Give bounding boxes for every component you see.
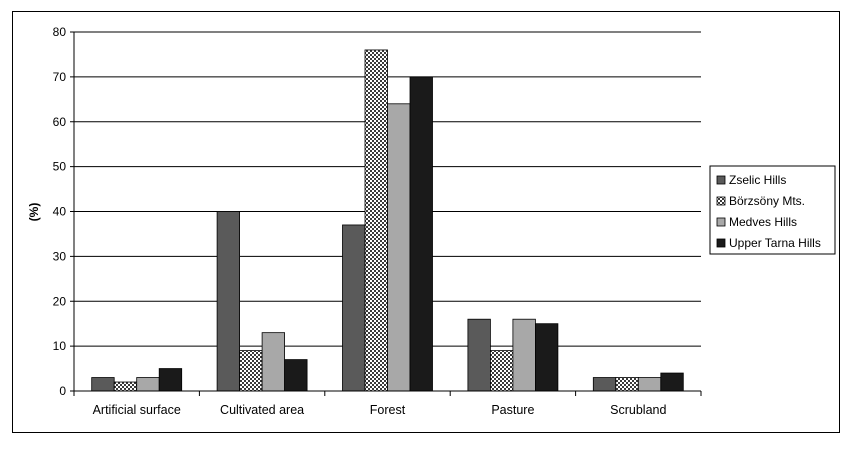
y-tick-label: 70 bbox=[53, 70, 67, 84]
y-tick-label: 40 bbox=[53, 205, 67, 219]
bar-medves-hills-artificial-surface bbox=[136, 377, 160, 392]
y-tick-label: 20 bbox=[53, 294, 67, 308]
bar-upper-tarna-hills-cultivated-area bbox=[284, 359, 308, 392]
legend-label: Börzsöny Mts. bbox=[729, 194, 805, 208]
legend-label: Medves Hills bbox=[729, 215, 797, 229]
y-axis-label: (%) bbox=[27, 203, 41, 222]
legend-swatch bbox=[716, 196, 726, 206]
bar-medves-hills-cultivated-area bbox=[261, 332, 286, 392]
bar-zselic-hills-scrubland bbox=[592, 377, 617, 392]
bars bbox=[91, 49, 684, 392]
x-tick-label: Artificial surface bbox=[93, 403, 181, 417]
y-tick-label: 0 bbox=[59, 384, 66, 398]
bar-zselic-hills-artificial-surface bbox=[91, 377, 115, 392]
bar-b-rzs-ny-mts--forest bbox=[364, 49, 388, 392]
x-tick-label: Scrubland bbox=[610, 403, 666, 417]
legend-swatch bbox=[716, 175, 726, 185]
bar-upper-tarna-hills-forest bbox=[409, 76, 433, 392]
legend-swatch bbox=[716, 217, 726, 227]
bar-medves-hills-scrubland bbox=[637, 377, 662, 392]
legend-swatch bbox=[716, 238, 726, 248]
bar-b-rzs-ny-mts--cultivated-area bbox=[239, 350, 263, 392]
legend-label: Zselic Hills bbox=[729, 173, 786, 187]
bar-b-rzs-ny-mts--scrubland bbox=[615, 377, 639, 392]
bar-zselic-hills-forest bbox=[342, 224, 366, 392]
bar-medves-hills-forest bbox=[387, 103, 411, 392]
bar-zselic-hills-pasture bbox=[467, 318, 491, 392]
bar-upper-tarna-hills-artificial-surface bbox=[158, 368, 183, 392]
bar-medves-hills-pasture bbox=[512, 318, 536, 392]
legend-box bbox=[709, 165, 836, 255]
x-tick-label: Pasture bbox=[491, 403, 534, 417]
bar-b-rzs-ny-mts--pasture bbox=[489, 350, 514, 392]
x-tick-label: Forest bbox=[370, 403, 406, 417]
y-tick-label: 10 bbox=[53, 339, 67, 353]
y-tick-label: 50 bbox=[53, 160, 67, 174]
y-tick-label: 30 bbox=[53, 249, 67, 263]
tick-labels: 0 10 20 30 40 50 60 70 80 Artificial surface Culti… bbox=[53, 25, 667, 417]
y-tick-label: 80 bbox=[53, 25, 67, 39]
x-tick-label: Cultivated area bbox=[220, 403, 304, 417]
bar-zselic-hills-cultivated-area bbox=[216, 211, 241, 392]
legend: Zselic Hills Börzsöny Mts. Medves Hills Upp… bbox=[709, 165, 836, 255]
bar-upper-tarna-hills-pasture bbox=[535, 323, 559, 392]
bar-b-rzs-ny-mts--artificial-surface bbox=[113, 381, 138, 392]
legend-label: Upper Tarna Hills bbox=[729, 236, 821, 250]
axes bbox=[70, 31, 702, 396]
bar-upper-tarna-hills-scrubland bbox=[660, 372, 684, 392]
y-tick-label: 60 bbox=[53, 115, 67, 129]
